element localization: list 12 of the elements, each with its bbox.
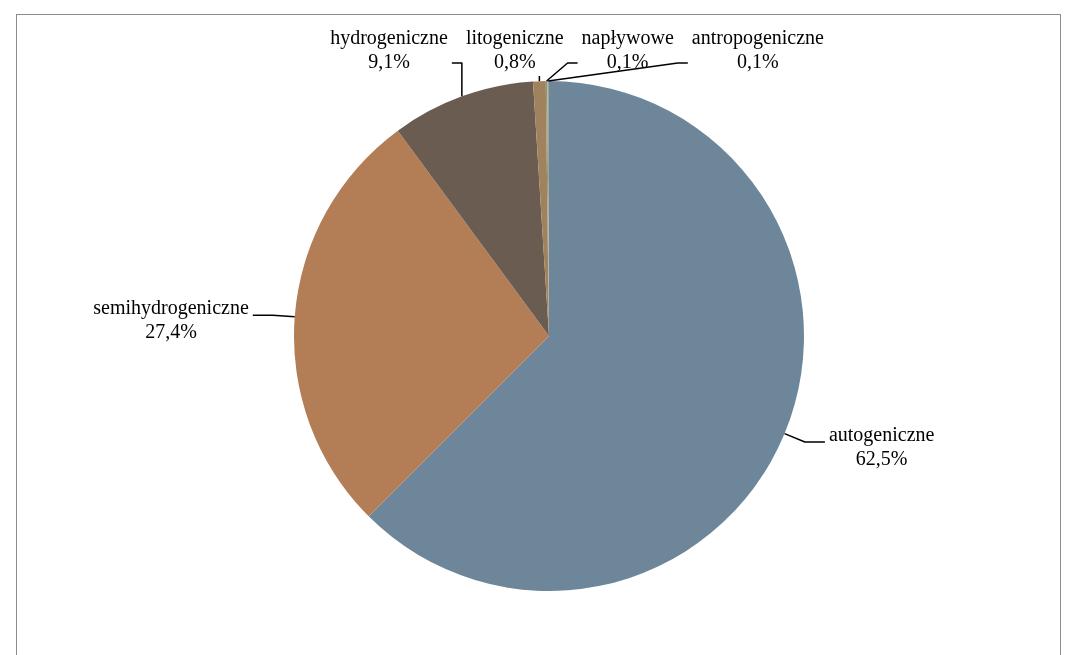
data-label: 0,1% (737, 50, 779, 73)
slice-label: semihydrogeniczne (93, 296, 249, 320)
slice-label: antropogeniczne (691, 26, 825, 50)
slice-label: litogeniczne (465, 26, 564, 50)
data-label: 0,8% (493, 50, 536, 73)
data-label: 62,5% (855, 447, 908, 470)
data-label: 27,4% (145, 320, 197, 343)
data-label: 0,1% (606, 50, 649, 73)
slice-label: autogeniczne (828, 423, 935, 447)
data-label: 9,1% (368, 50, 410, 73)
slice-label: hydrogeniczne (330, 26, 448, 50)
slice-label: napływowe (581, 26, 674, 50)
